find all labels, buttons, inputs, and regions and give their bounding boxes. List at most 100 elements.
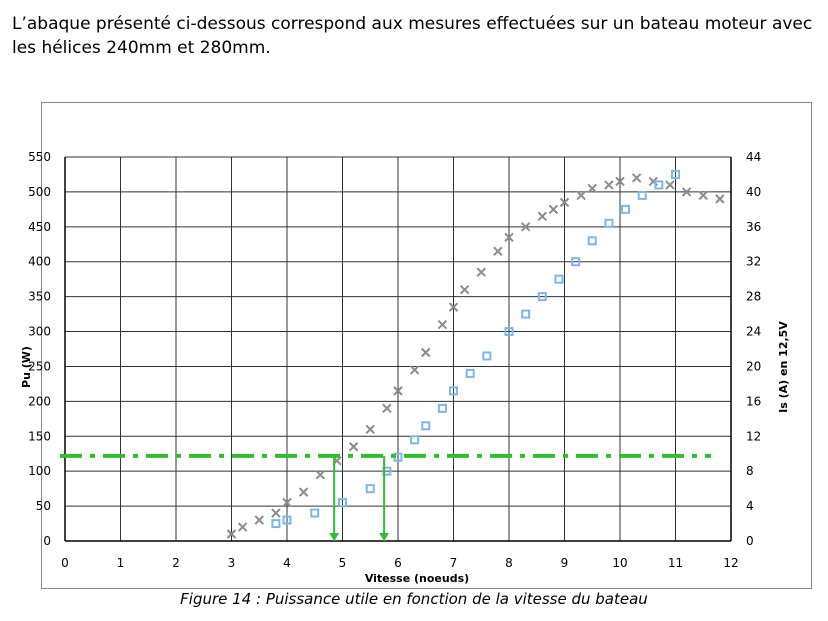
- data-point-x-stroke: [493, 246, 503, 256]
- y-tick-label: 500: [28, 185, 51, 199]
- data-point-square-marker: [437, 403, 447, 413]
- data-point-x-stroke: [604, 180, 614, 190]
- data-point-x-stroke: [254, 515, 264, 525]
- data-point-x-stroke: [226, 529, 237, 539]
- data-point-x-stroke: [298, 487, 309, 497]
- data-point-x-stroke: [237, 522, 248, 532]
- data-point-x-stroke: [698, 190, 708, 201]
- data-point-square-marker: [604, 218, 614, 228]
- data-point-x-marker: [631, 173, 642, 183]
- data-point-square-marker: [671, 169, 680, 179]
- data-point-x-marker: [437, 319, 448, 330]
- data-point-x-marker: [282, 497, 292, 508]
- data-point-square-marker: [365, 484, 375, 494]
- data-point-square-marker: [338, 498, 347, 508]
- x-tick-label: 6: [394, 556, 402, 570]
- data-point-x-marker: [520, 222, 531, 232]
- data-point-x-marker: [315, 469, 326, 480]
- y-tick-label: 50: [36, 499, 51, 513]
- y2-tick-label: 0: [746, 534, 754, 548]
- data-point-x-marker: [665, 180, 675, 190]
- data-point-square-marker: [282, 515, 292, 525]
- data-point-x-marker: [348, 442, 359, 452]
- chart-points: [226, 169, 725, 539]
- data-point-x-marker: [476, 267, 486, 277]
- x-tick-label: 11: [668, 556, 683, 570]
- data-point-x-stroke: [348, 442, 359, 452]
- data-point-x-stroke: [537, 211, 548, 222]
- data-point-square-marker: [410, 435, 420, 445]
- y-tick-label: 300: [28, 325, 51, 339]
- data-point-x-stroke: [409, 365, 420, 375]
- data-point-x-marker: [493, 246, 503, 256]
- data-point-x-marker: [537, 211, 548, 222]
- y2-tick-label: 40: [746, 185, 761, 199]
- data-point-x-stroke: [576, 190, 586, 201]
- data-point-x-marker: [604, 180, 614, 190]
- x-tick-label: 2: [172, 556, 180, 570]
- y2-tick-label: 24: [746, 325, 761, 339]
- y-tick-label: 150: [28, 429, 51, 443]
- data-point-x-stroke: [665, 180, 675, 190]
- data-point-x-marker: [504, 232, 514, 242]
- y-tick-label: 350: [28, 290, 51, 304]
- chart-tick-labels: 0 1 2 3 4 5 6 7 8 9 10 11 12050100150200250300350400…: [28, 150, 761, 570]
- intro-text: L’abaque présenté ci-dessous correspond …: [12, 14, 813, 58]
- data-point-x-stroke: [393, 386, 403, 396]
- data-point-square-marker: [621, 204, 631, 214]
- x-tick-label: 5: [339, 556, 347, 570]
- data-point-square-marker: [587, 236, 597, 246]
- data-point-square-marker: [637, 190, 647, 200]
- x-axis-label: Vitesse (noeuds): [365, 572, 469, 585]
- y-tick-label: 450: [28, 220, 51, 234]
- data-point-x-stroke: [437, 319, 448, 330]
- data-point-x-marker: [226, 529, 237, 539]
- data-point-x-stroke: [448, 302, 459, 312]
- y-axis-label: Pu (W): [20, 346, 33, 388]
- chart-grid: [64, 156, 732, 542]
- y2-tick-label: 8: [746, 464, 754, 478]
- data-point-square-marker: [465, 368, 475, 378]
- data-point-x-stroke: [520, 222, 531, 232]
- chart-frame: [41, 102, 812, 589]
- speed-marker-arrow: [329, 533, 340, 541]
- data-point-x-marker: [393, 386, 403, 396]
- y-tick-label: 100: [28, 464, 51, 478]
- y-tick-label: 400: [28, 255, 51, 269]
- y2-tick-label: 4: [746, 499, 754, 513]
- x-tick-label: 1: [117, 556, 125, 570]
- data-point-x-stroke: [476, 267, 486, 277]
- data-point-square-marker: [482, 351, 492, 361]
- x-tick-label: 12: [723, 556, 738, 570]
- x-tick-label: 9: [561, 556, 569, 570]
- data-point-x-marker: [548, 204, 559, 215]
- x-tick-label: 8: [505, 556, 513, 570]
- data-point-x-stroke: [587, 183, 597, 194]
- data-point-x-stroke: [365, 424, 375, 434]
- data-point-x-marker: [459, 284, 470, 295]
- data-point-square-marker: [504, 327, 514, 337]
- data-point-x-stroke: [459, 284, 470, 295]
- data-point-x-marker: [698, 190, 708, 201]
- data-point-square-marker: [537, 292, 547, 302]
- data-point-x-marker: [559, 197, 570, 208]
- x-tick-label: 10: [612, 556, 627, 570]
- data-point-x-marker: [271, 508, 281, 518]
- y-tick-label: 0: [43, 534, 51, 548]
- y2-tick-label: 44: [746, 150, 761, 164]
- data-point-x-stroke: [421, 347, 431, 358]
- data-point-x-marker: [576, 190, 586, 201]
- data-point-x-marker: [681, 187, 692, 197]
- data-point-x-marker: [421, 347, 431, 358]
- data-point-x-marker: [409, 365, 420, 375]
- data-point-square-marker: [271, 519, 281, 529]
- y2-tick-label: 20: [746, 359, 761, 373]
- y-tick-label: 550: [28, 150, 51, 164]
- y2-tick-label: 12: [746, 429, 761, 443]
- data-point-x-stroke: [648, 176, 659, 187]
- data-point-x-marker: [382, 403, 392, 414]
- data-point-x-stroke: [559, 197, 570, 208]
- data-point-x-stroke: [615, 176, 625, 187]
- y2-tick-label: 28: [746, 290, 761, 304]
